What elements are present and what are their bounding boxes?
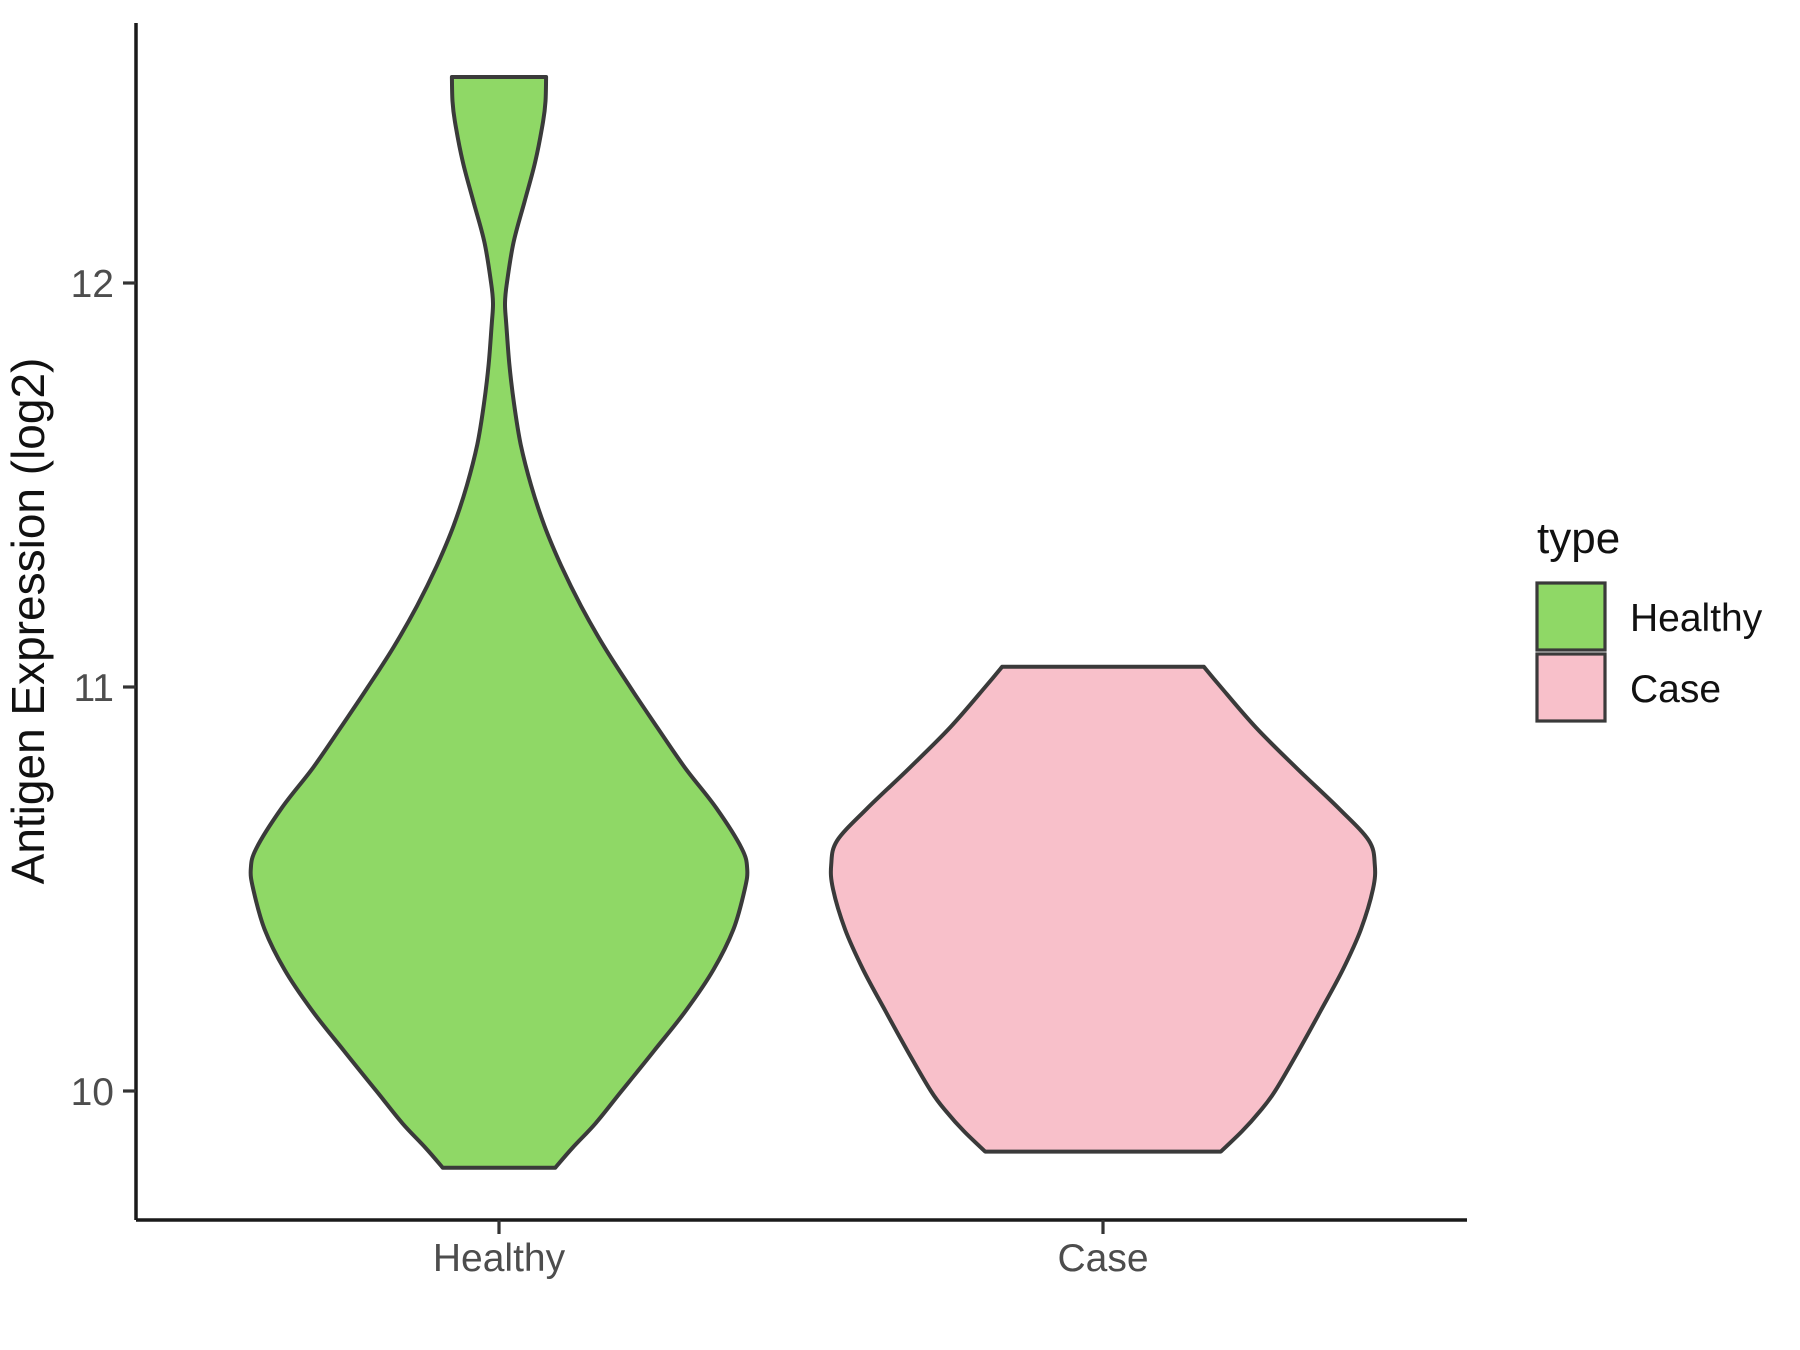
x-category-label-case: Case xyxy=(1057,1237,1148,1280)
x-category-label-healthy: Healthy xyxy=(433,1237,566,1280)
violin-healthy xyxy=(248,75,750,1170)
y-axis-title: Antigen Expression (log2) xyxy=(2,358,54,885)
y-tick-label-11: 11 xyxy=(74,667,115,710)
violin-layer xyxy=(248,75,1378,1170)
legend-title: type xyxy=(1537,514,1620,563)
legend-swatch-healthy xyxy=(1535,581,1607,652)
violin-case xyxy=(828,664,1378,1154)
y-tick-label-12: 12 xyxy=(71,263,114,306)
legend-label-case: Case xyxy=(1630,668,1721,711)
y-tick-label-10: 10 xyxy=(71,1071,114,1114)
legend-swatch-case xyxy=(1535,652,1607,723)
legend: type Healthy Case xyxy=(1535,514,1763,723)
legend-label-healthy: Healthy xyxy=(1630,597,1763,640)
